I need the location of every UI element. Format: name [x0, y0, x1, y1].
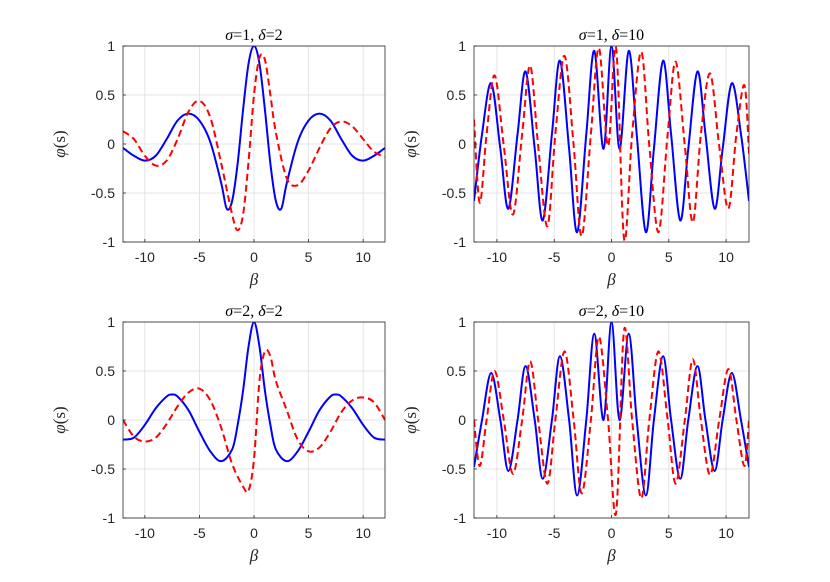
x-tick-label: 10 — [355, 249, 371, 265]
text-part: =1, — [233, 27, 258, 44]
x-tick-label: 0 — [608, 249, 616, 265]
text-part: (s) — [401, 130, 420, 148]
text-part: =1, — [587, 27, 612, 44]
y-tick-label: 0.5 — [447, 363, 467, 379]
y-tick-label: 1 — [458, 38, 466, 54]
y-tick-label: -0.5 — [91, 185, 115, 201]
x-tick-label: -10 — [135, 249, 155, 265]
y-tick-label: 1 — [107, 38, 115, 54]
italic-symbol: δ — [258, 303, 266, 320]
y-axis-label: φ(s) — [401, 130, 420, 157]
x-axis-label: β — [249, 270, 259, 289]
series-solid-line — [123, 46, 385, 211]
text-part: =10 — [619, 303, 644, 320]
x-tick-label: -5 — [548, 249, 561, 265]
y-tick-label: 0.5 — [447, 87, 467, 103]
x-tick-label: 5 — [305, 249, 313, 265]
text-part: (s) — [50, 406, 69, 424]
italic-symbol: σ — [579, 27, 588, 44]
subplot-1: -10 -5 0 5 10 -1 -0.5 0 0.5 1 σ=1, δ=2 β φ(s) — [50, 27, 386, 289]
subplot-title: σ=2, δ=2 — [225, 303, 282, 320]
y-tick-label: -1 — [103, 510, 116, 526]
x-tick-label: 10 — [355, 525, 371, 541]
y-axis-label: φ(s) — [50, 406, 69, 433]
x-axis-label: β — [606, 270, 616, 289]
y-tick-label: 0 — [107, 136, 115, 152]
text-part: (s) — [50, 130, 69, 148]
x-tick-label: 0 — [250, 525, 258, 541]
italic-symbol: σ — [225, 27, 234, 44]
x-tick-label: -5 — [193, 525, 206, 541]
text-part: =2, — [233, 303, 258, 320]
y-tick-label: -0.5 — [91, 461, 115, 477]
italic-symbol: δ — [612, 27, 620, 44]
x-tick-label: -5 — [193, 249, 206, 265]
text-part: =2 — [266, 27, 283, 44]
italic-symbol: δ — [612, 303, 620, 320]
y-tick-label: -1 — [103, 234, 116, 250]
italic-symbol: φ — [401, 424, 420, 433]
y-tick-label: 1 — [458, 314, 466, 330]
x-axis-label: β — [606, 546, 616, 565]
text-part: =10 — [619, 27, 644, 44]
series-solid-line — [474, 46, 749, 234]
text-part: =2, — [587, 303, 612, 320]
x-tick-label: 10 — [718, 249, 734, 265]
series-dashed-line — [123, 348, 385, 494]
italic-symbol: σ — [579, 303, 588, 320]
y-tick-label: 0.5 — [96, 363, 116, 379]
subplot-title: σ=2, δ=10 — [579, 303, 644, 320]
italic-symbol: σ — [225, 303, 234, 320]
x-tick-label: 5 — [665, 525, 673, 541]
y-tick-label: -0.5 — [442, 185, 466, 201]
x-axis-label: β — [249, 546, 259, 565]
x-tick-label: 5 — [305, 525, 313, 541]
italic-symbol: φ — [50, 424, 69, 433]
text-part: =2 — [266, 303, 283, 320]
x-tick-label: 10 — [718, 525, 734, 541]
series-dashed-line — [123, 53, 385, 232]
x-tick-label: 0 — [250, 249, 258, 265]
y-tick-label: 0 — [107, 412, 115, 428]
subplot-title: σ=1, δ=2 — [225, 27, 282, 44]
y-tick-label: 0.5 — [96, 87, 116, 103]
y-axis-label: φ(s) — [401, 406, 420, 433]
x-tick-label: -5 — [548, 525, 561, 541]
text-part: (s) — [401, 406, 420, 424]
x-tick-label: 5 — [665, 249, 673, 265]
x-tick-label: -10 — [487, 249, 507, 265]
y-tick-label: 1 — [107, 314, 115, 330]
subplot-2: -10 -5 0 5 10 -1 -0.5 0 0.5 1 σ=1, δ=10 β φ(s) — [401, 27, 750, 289]
subplot-4: -10 -5 0 5 10 -1 -0.5 0 0.5 1 σ=2, δ=10 β φ(s) — [401, 303, 750, 565]
series-solid-line — [123, 322, 385, 463]
series-solid-line — [474, 322, 749, 497]
y-tick-label: 0 — [458, 136, 466, 152]
series-dashed-line — [474, 326, 749, 516]
y-tick-label: 0 — [458, 412, 466, 428]
subplot-title: σ=1, δ=10 — [579, 27, 644, 44]
x-tick-label: -10 — [487, 525, 507, 541]
y-axis-label: φ(s) — [50, 130, 69, 157]
y-tick-label: -1 — [454, 234, 467, 250]
series-dashed-line — [474, 46, 749, 242]
italic-symbol: δ — [258, 27, 266, 44]
italic-symbol: φ — [401, 148, 420, 157]
x-tick-label: -10 — [135, 525, 155, 541]
y-tick-label: -1 — [454, 510, 467, 526]
y-tick-label: -0.5 — [442, 461, 466, 477]
italic-symbol: φ — [50, 148, 69, 157]
x-tick-label: 0 — [608, 525, 616, 541]
subplot-3: -10 -5 0 5 10 -1 -0.5 0 0.5 1 σ=2, δ=2 β φ(s) — [50, 303, 386, 565]
